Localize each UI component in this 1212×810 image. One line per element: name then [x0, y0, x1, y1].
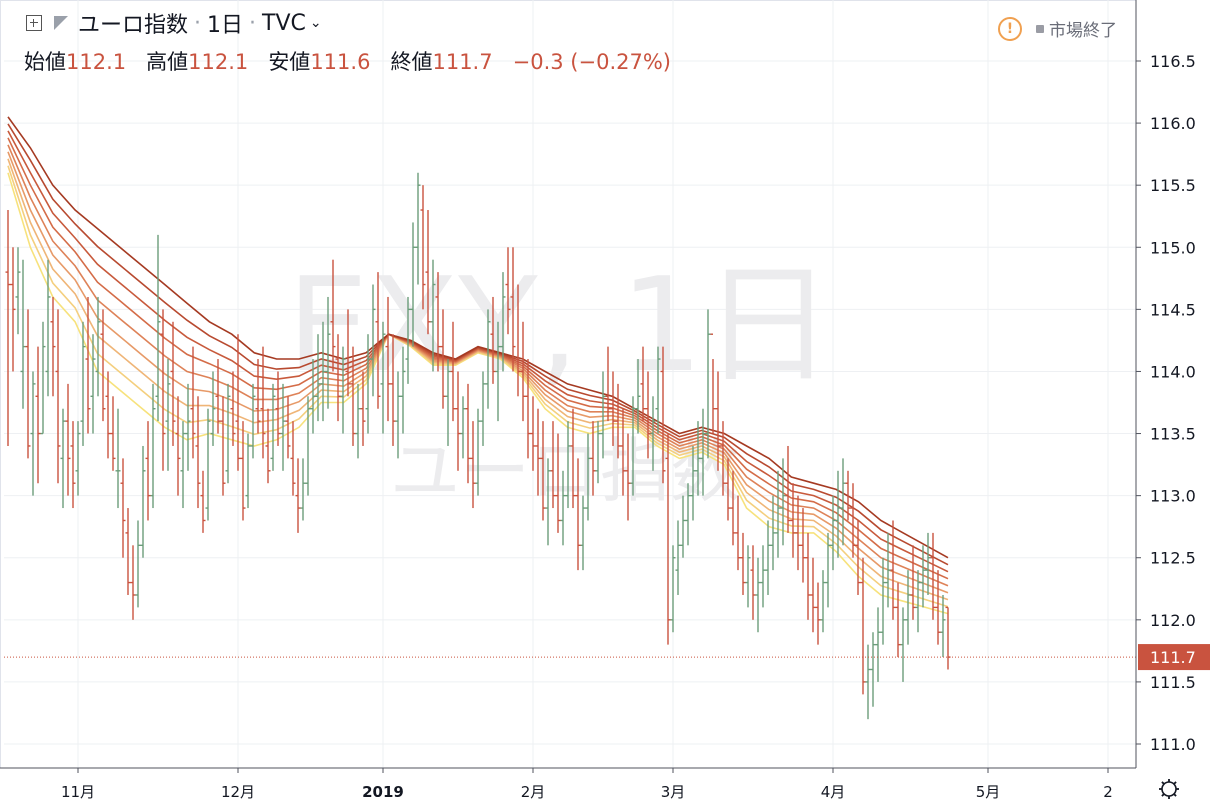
price-tick-label: 111.0 — [1150, 735, 1196, 754]
price-tick-label: 116.0 — [1150, 114, 1196, 133]
separator-dot: · — [249, 10, 257, 36]
gear-icon-tooth — [1173, 793, 1177, 797]
price-tick-label: 114.0 — [1150, 362, 1196, 381]
gear-icon-tooth — [1161, 781, 1165, 785]
high-label: 高値 — [146, 50, 189, 74]
price-tick-label: 116.5 — [1150, 52, 1196, 71]
low-value: 111.6 — [310, 50, 371, 74]
time-axis-bg — [0, 768, 1212, 810]
interval-label[interactable]: 1日 — [207, 13, 244, 38]
time-tick-label: 3月 — [661, 783, 686, 801]
price-tick-label: 112.0 — [1150, 611, 1196, 630]
low-label: 安値 — [268, 50, 311, 74]
ma-ribbon-line — [7, 116, 949, 559]
price-tick-label: 113.5 — [1150, 425, 1196, 444]
price-axis-bg — [1136, 0, 1212, 810]
time-tick-label: 4月 — [821, 783, 846, 801]
time-tick-label: 12月 — [221, 783, 255, 801]
chevron-down-icon[interactable]: ⌄ — [309, 15, 322, 31]
warning-icon[interactable]: ! — [998, 16, 1022, 41]
price-tick-label: 114.5 — [1150, 300, 1196, 319]
price-tick-label: 115.5 — [1150, 176, 1196, 195]
close-label: 終値 — [390, 50, 433, 74]
expand-icon[interactable] — [26, 15, 42, 31]
price-tick-label: 115.0 — [1150, 238, 1196, 257]
ohlc-legend: 始値112.1 高値112.1 安値111.6 終値111.7 −0.3 (−0… — [24, 46, 671, 76]
change-value: −0.3 (−0.27%) — [512, 50, 671, 74]
time-tick-label: 2月 — [521, 783, 546, 801]
time-tick-label: 11月 — [61, 783, 95, 801]
last-price-badge — [1138, 644, 1210, 671]
time-tick-label: 5月 — [976, 783, 1001, 801]
price-tick-label: 111.5 — [1150, 673, 1196, 692]
open-value: 112.1 — [66, 50, 127, 74]
status-dot-icon — [1036, 24, 1044, 33]
separator-dot: · — [194, 10, 202, 36]
last-price-label: 111.7 — [1150, 648, 1196, 667]
symbol-name[interactable]: ユーロ指数 — [78, 13, 189, 38]
symbol-header: ユーロ指数 · 1日 · TVC ⌄ — [0, 8, 322, 38]
price-tick-label: 112.5 — [1150, 549, 1196, 568]
market-status: ! 市場終了 — [998, 16, 1117, 41]
market-status-text: 市場終了 — [1049, 21, 1117, 41]
open-label: 始値 — [24, 50, 66, 74]
gear-icon-tooth — [1173, 781, 1177, 785]
high-value: 112.1 — [188, 50, 249, 74]
close-value: 111.7 — [432, 50, 493, 74]
exchange-label[interactable]: TVC — [262, 10, 306, 36]
flag-icon — [54, 16, 68, 30]
time-tick-label: 2 — [1103, 783, 1113, 801]
gear-icon-tooth — [1161, 793, 1165, 797]
price-tick-label: 113.0 — [1150, 487, 1196, 506]
time-tick-label: 2019 — [362, 783, 404, 801]
